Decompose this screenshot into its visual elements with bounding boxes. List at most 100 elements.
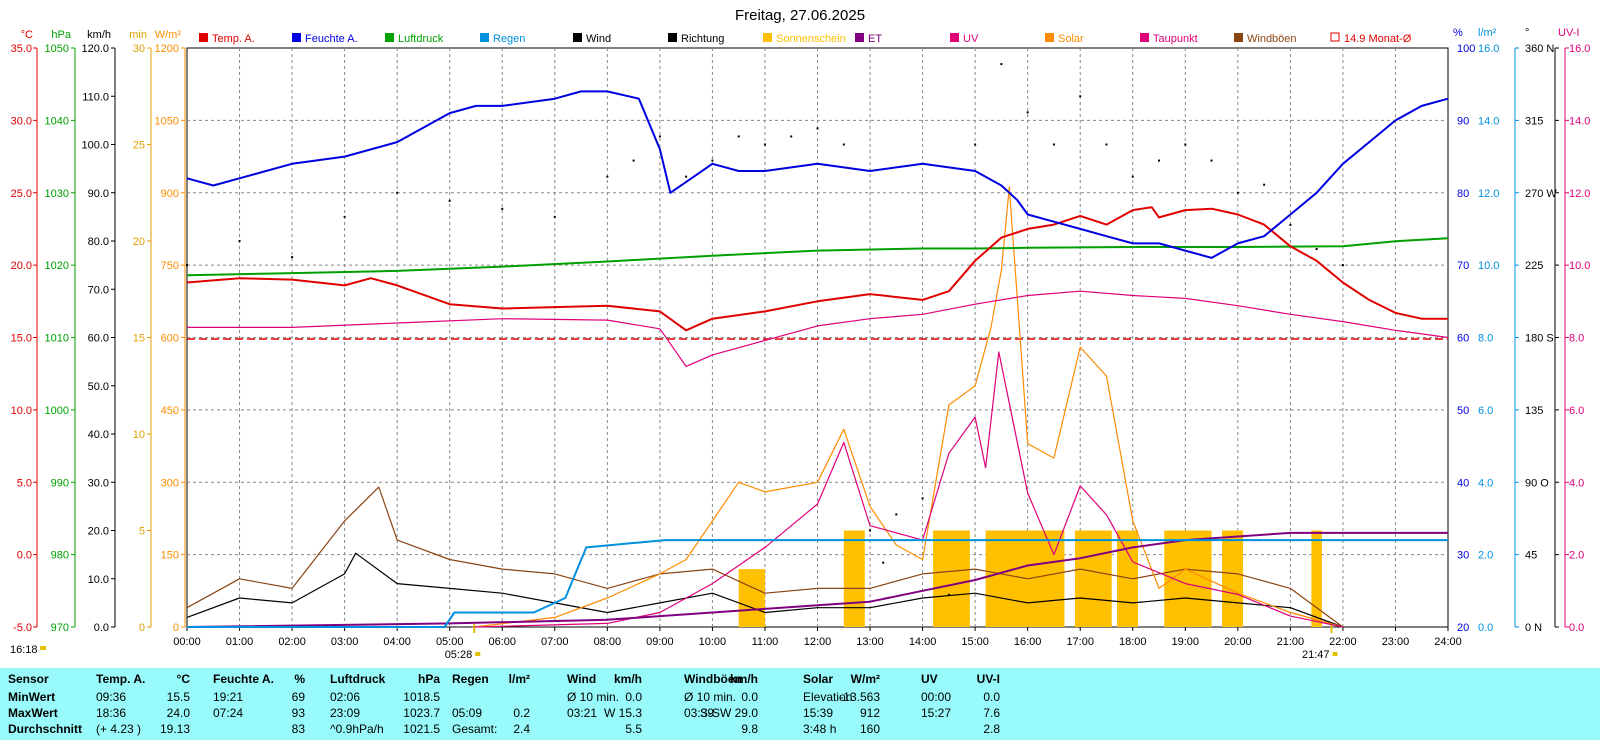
tick-label-wm2: 750	[161, 260, 179, 272]
series-line-uv	[474, 351, 1344, 628]
direction-point	[1289, 223, 1292, 226]
stats-header-rain: Regen	[452, 672, 489, 686]
tick-label-pct: 100	[1457, 43, 1475, 55]
stats-header-wind: Wind	[567, 672, 597, 686]
direction-point	[501, 207, 504, 210]
direction-point	[448, 199, 451, 202]
stats-time-rain: Gesamt:	[452, 722, 498, 736]
chart-title: Freitag, 27.06.2025	[735, 7, 865, 24]
time-label: 03:00	[331, 636, 359, 648]
tick-label-temp: -5.0	[13, 622, 32, 634]
stats-unit-hum: %	[294, 672, 305, 686]
direction-point	[606, 175, 609, 178]
tick-label-kmh: 10.0	[88, 574, 109, 586]
tick-label-deg: 180 S	[1525, 333, 1554, 345]
direction-point	[790, 135, 793, 138]
tick-label-wm2: 450	[161, 405, 179, 417]
tick-label-uvi: 4.0	[1569, 477, 1584, 489]
legend-swatch-3	[480, 33, 489, 42]
stats-time-solar: 15:39	[803, 706, 834, 720]
time-label: 04:00	[383, 636, 411, 648]
legend-swatch-0	[199, 33, 208, 42]
direction-point	[842, 143, 845, 146]
tick-label-uvi: 0.0	[1569, 622, 1584, 634]
legend-label-11: Windböen	[1247, 33, 1297, 45]
tick-label-lm2: 6.0	[1478, 405, 1493, 417]
legend-swatch-11	[1234, 33, 1243, 42]
tick-label-hpa: 970	[51, 622, 69, 634]
tick-label-deg: 270 W	[1525, 188, 1557, 200]
direction-point	[737, 135, 740, 138]
direction-point	[1000, 63, 1003, 66]
time-label: 18:00	[1119, 636, 1147, 648]
series-line-regen	[187, 539, 1448, 628]
direction-point	[1341, 264, 1344, 267]
legend-label-1: Feuchte A.	[305, 33, 358, 45]
stats-unit-press: hPa	[417, 672, 440, 686]
tick-label-lm2: 14.0	[1478, 115, 1499, 127]
tick-label-kmh: 40.0	[88, 429, 109, 441]
stats-unit-temp: °C	[176, 672, 190, 686]
tick-label-kmh: 60.0	[88, 333, 109, 345]
direction-point	[947, 593, 950, 596]
direction-point	[1052, 143, 1055, 146]
tick-label-lm2: 8.0	[1478, 333, 1493, 345]
direction-point	[343, 215, 346, 218]
tick-label-kmh: 100.0	[81, 140, 109, 152]
legend-label-0: Temp. A.	[212, 33, 255, 45]
tick-label-uvi: 12.0	[1569, 188, 1590, 200]
series-line-et	[186, 531, 1448, 628]
legend-label-8: UV	[963, 33, 979, 45]
tick-label-min: 0	[139, 622, 145, 634]
tick-label-deg: 45	[1525, 550, 1537, 562]
stats-time-gust: 03:39	[684, 706, 715, 720]
axis-unit-uvi: UV-I	[1558, 27, 1579, 39]
direction-point	[869, 529, 872, 532]
sunshine-bar	[738, 569, 765, 627]
direction-point	[1105, 143, 1108, 146]
legend-swatch-8	[950, 33, 959, 42]
stats-unit-gust: km/h	[729, 672, 758, 686]
stats-unit-rain: l/m²	[508, 672, 530, 686]
tick-label-wm2: 300	[161, 477, 179, 489]
direction-point	[711, 159, 714, 162]
series-line-tempa	[186, 206, 1448, 332]
time-label: 24:00	[1434, 636, 1462, 648]
time-label: 17:00	[1066, 636, 1094, 648]
tick-label-hpa: 1030	[45, 188, 69, 200]
direction-point	[816, 127, 819, 130]
legend: Temp. A. Feuchte A. Luftdruck Regen Wind Rich…	[199, 32, 1412, 45]
tick-label-hpa: 1040	[45, 115, 69, 127]
axis-unit-pct: %	[1453, 27, 1463, 39]
plot-area	[186, 63, 1449, 628]
legend-swatch-10	[1140, 33, 1149, 42]
tick-label-min: 30	[133, 43, 145, 55]
tick-label-deg: 0 N	[1525, 622, 1542, 634]
time-label: 08:00	[594, 636, 622, 648]
tick-label-uvi: 2.0	[1569, 550, 1584, 562]
tick-label-wm2: 600	[161, 333, 179, 345]
tick-label-deg: 315	[1525, 115, 1543, 127]
tick-label-hpa: 1000	[45, 405, 69, 417]
series-line-feuchtea	[186, 90, 1449, 259]
tick-label-lm2: 2.0	[1478, 550, 1493, 562]
stats-time-hum: 07:24	[213, 706, 244, 720]
stats-time-hum: 19:21	[213, 690, 244, 704]
axis-unit-kmh: km/h	[87, 29, 111, 41]
stats-value-hum: 69	[291, 690, 305, 704]
tick-label-wm2: 1200	[155, 43, 179, 55]
tick-label-pct: 20	[1457, 622, 1469, 634]
tick-label-temp: 30.0	[11, 115, 32, 127]
tick-label-wm2: 900	[161, 188, 179, 200]
stats-row-label: Durchschnitt	[8, 722, 83, 736]
stats-value-solar: 160	[859, 722, 880, 736]
tick-label-hpa: 980	[51, 550, 69, 562]
series-line-wind	[186, 552, 1344, 628]
sunset-marker	[1332, 652, 1338, 656]
tick-label-min: 20	[133, 236, 145, 248]
tick-label-pct: 80	[1457, 188, 1469, 200]
time-label: 09:00	[646, 636, 674, 648]
stats-unit-solar: W/m²	[850, 672, 880, 686]
time-label: 11:00	[752, 636, 779, 648]
stats-time-temp: 18:36	[96, 706, 127, 720]
